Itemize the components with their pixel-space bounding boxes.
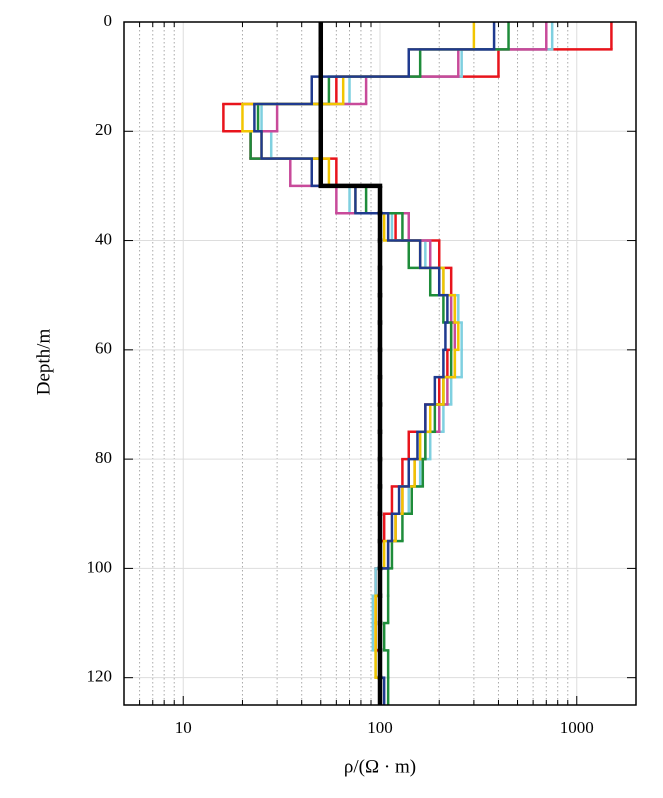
y-tick-label: 60 — [95, 339, 112, 358]
y-tick-label: 40 — [95, 229, 112, 248]
y-tick-label: 20 — [95, 120, 112, 139]
plot-frame — [123, 21, 637, 706]
y-tick-label: 80 — [95, 448, 112, 467]
x-axis-label: ρ/(Ω · m) — [344, 756, 416, 777]
x-tick-label: 10 — [175, 718, 192, 737]
x-tick-label: 1000 — [560, 718, 594, 737]
y-tick-label: 100 — [87, 557, 113, 576]
y-tick-label: 120 — [87, 667, 113, 686]
y-axis-label: Depth/m — [33, 329, 54, 396]
x-tick-label: 100 — [367, 718, 393, 737]
y-tick-label: 0 — [104, 11, 113, 30]
